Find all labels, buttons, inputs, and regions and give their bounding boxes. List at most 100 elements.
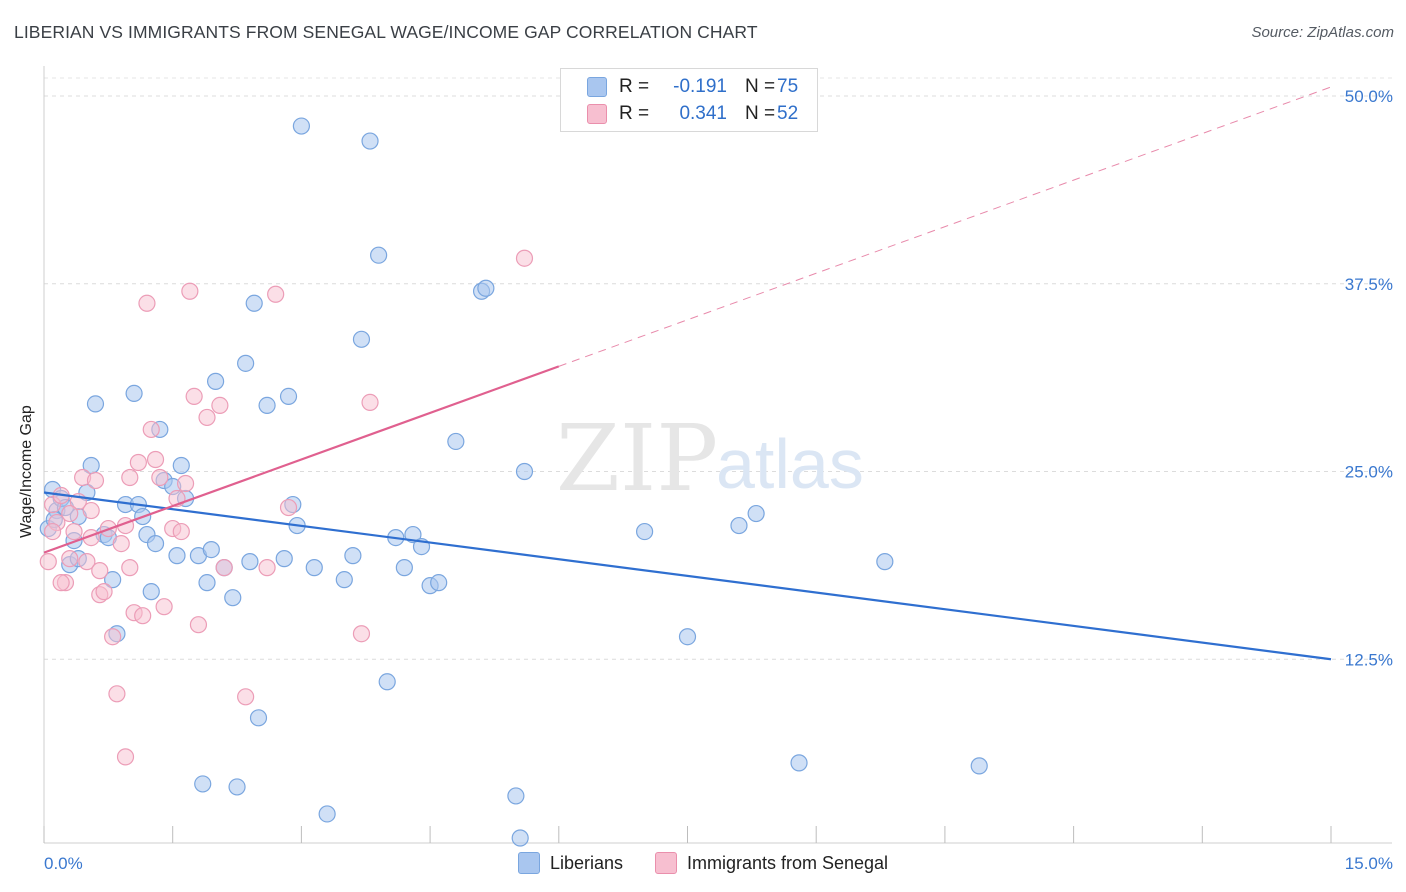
point-senegal	[121, 559, 139, 577]
point-senegal	[43, 522, 62, 541]
point-liberians	[352, 330, 371, 348]
point-senegal	[211, 396, 229, 415]
point-senegal	[352, 625, 371, 643]
point-senegal	[155, 598, 173, 616]
point-liberians	[258, 396, 276, 415]
point-senegal	[181, 282, 199, 300]
point-liberians	[146, 534, 165, 553]
point-senegal	[172, 522, 190, 541]
point-liberians	[447, 432, 465, 451]
point-liberians	[678, 628, 697, 646]
point-liberians	[104, 571, 122, 589]
point-liberians	[168, 547, 186, 565]
y-tick-label: 50.0%	[1345, 87, 1393, 106]
point-liberians	[237, 354, 255, 372]
y-tick-label: 12.5%	[1345, 650, 1393, 669]
point-senegal	[91, 562, 109, 580]
point-liberians	[335, 571, 353, 589]
point-senegal	[151, 468, 169, 487]
legend-r-value: -0.191	[673, 76, 727, 97]
point-liberians	[86, 395, 105, 413]
point-liberians	[249, 709, 268, 727]
point-senegal	[61, 504, 79, 523]
point-liberians	[477, 279, 495, 297]
point-liberians	[378, 673, 396, 691]
watermark-zip: ZIP	[556, 405, 718, 512]
point-liberians	[515, 462, 534, 481]
point-senegal	[198, 408, 216, 427]
legend-r-label: R =	[619, 76, 650, 97]
point-liberians	[172, 456, 190, 475]
y-tick-label: 25.0%	[1345, 463, 1393, 482]
point-liberians	[876, 553, 894, 571]
point-liberians	[395, 559, 413, 577]
trend-lines	[43, 86, 1332, 661]
point-liberians	[790, 754, 808, 772]
legend-r-label: R =	[619, 103, 650, 124]
point-senegal	[39, 553, 57, 571]
point-senegal	[116, 748, 135, 766]
chart-title: LIBERIAN VS IMMIGRANTS FROM SENEGAL WAGE…	[14, 22, 758, 42]
legend-r-value: 0.341	[679, 103, 727, 124]
point-liberians	[370, 246, 388, 264]
point-liberians	[207, 372, 225, 390]
point-liberians	[125, 384, 143, 402]
legend-row-liberians: R = -0.191 N = 75	[587, 75, 798, 99]
point-senegal	[237, 688, 255, 706]
point-senegal	[258, 559, 276, 577]
bottom-legend-swatch-senegal	[654, 852, 677, 874]
bottom-legend-label-senegal: Immigrants from Senegal	[686, 852, 889, 873]
point-senegal	[104, 628, 122, 646]
point-senegal	[52, 574, 70, 592]
legend-row-senegal: R = 0.341 N = 52	[587, 102, 798, 126]
point-senegal	[279, 498, 298, 517]
point-senegal	[82, 501, 100, 520]
point-liberians	[202, 541, 220, 559]
legend-swatch-senegal	[587, 104, 607, 124]
x-tick-label: 0.0%	[44, 854, 83, 873]
point-senegal	[189, 616, 208, 634]
legend-n-value: 52	[777, 103, 799, 124]
point-liberians	[361, 132, 379, 150]
point-liberians	[224, 589, 242, 607]
watermark: ZIP atlas	[556, 405, 864, 512]
point-senegal	[65, 522, 83, 541]
point-liberians	[970, 757, 988, 775]
trend-line-senegal-extrapolated	[558, 86, 1332, 367]
bottom-legend-senegal[interactable]: Immigrants from Senegal	[654, 852, 889, 874]
point-senegal	[146, 450, 165, 469]
point-senegal	[61, 550, 79, 568]
point-liberians	[430, 574, 448, 592]
legend-n-label: N =	[745, 76, 776, 97]
axes	[43, 66, 1392, 844]
point-liberians	[404, 525, 422, 544]
bottom-legend: Liberians Immigrants from Senegal	[0, 852, 1406, 874]
point-liberians	[194, 775, 212, 793]
point-senegal	[176, 474, 195, 493]
point-senegal	[95, 583, 113, 601]
point-liberians	[635, 522, 654, 541]
legend-n-value: 75	[777, 76, 799, 97]
point-liberians	[507, 787, 525, 805]
point-liberians	[730, 516, 748, 535]
point-liberians	[318, 805, 336, 823]
point-senegal	[108, 685, 126, 703]
trend-line-senegal	[43, 365, 560, 554]
point-liberians	[279, 387, 298, 405]
bottom-legend-liberians[interactable]: Liberians	[517, 852, 623, 874]
bottom-legend-swatch-liberians	[517, 852, 540, 874]
point-liberians	[142, 583, 160, 601]
point-senegal	[215, 559, 233, 577]
watermark-atlas: atlas	[716, 425, 864, 503]
point-liberians	[275, 550, 293, 568]
trend-line-liberians	[43, 491, 1332, 661]
point-liberians	[511, 829, 529, 847]
legend-n-label: N =	[745, 103, 776, 124]
tick-labels: 12.5% 25.0% 37.5% 50.0% 0.0% 15.0%	[44, 87, 1393, 873]
point-liberians	[344, 547, 362, 565]
point-liberians	[198, 574, 216, 592]
x-tick-label: 15.0%	[1345, 854, 1393, 873]
point-senegal	[121, 468, 139, 487]
point-senegal	[267, 285, 285, 303]
point-senegal	[515, 249, 534, 267]
